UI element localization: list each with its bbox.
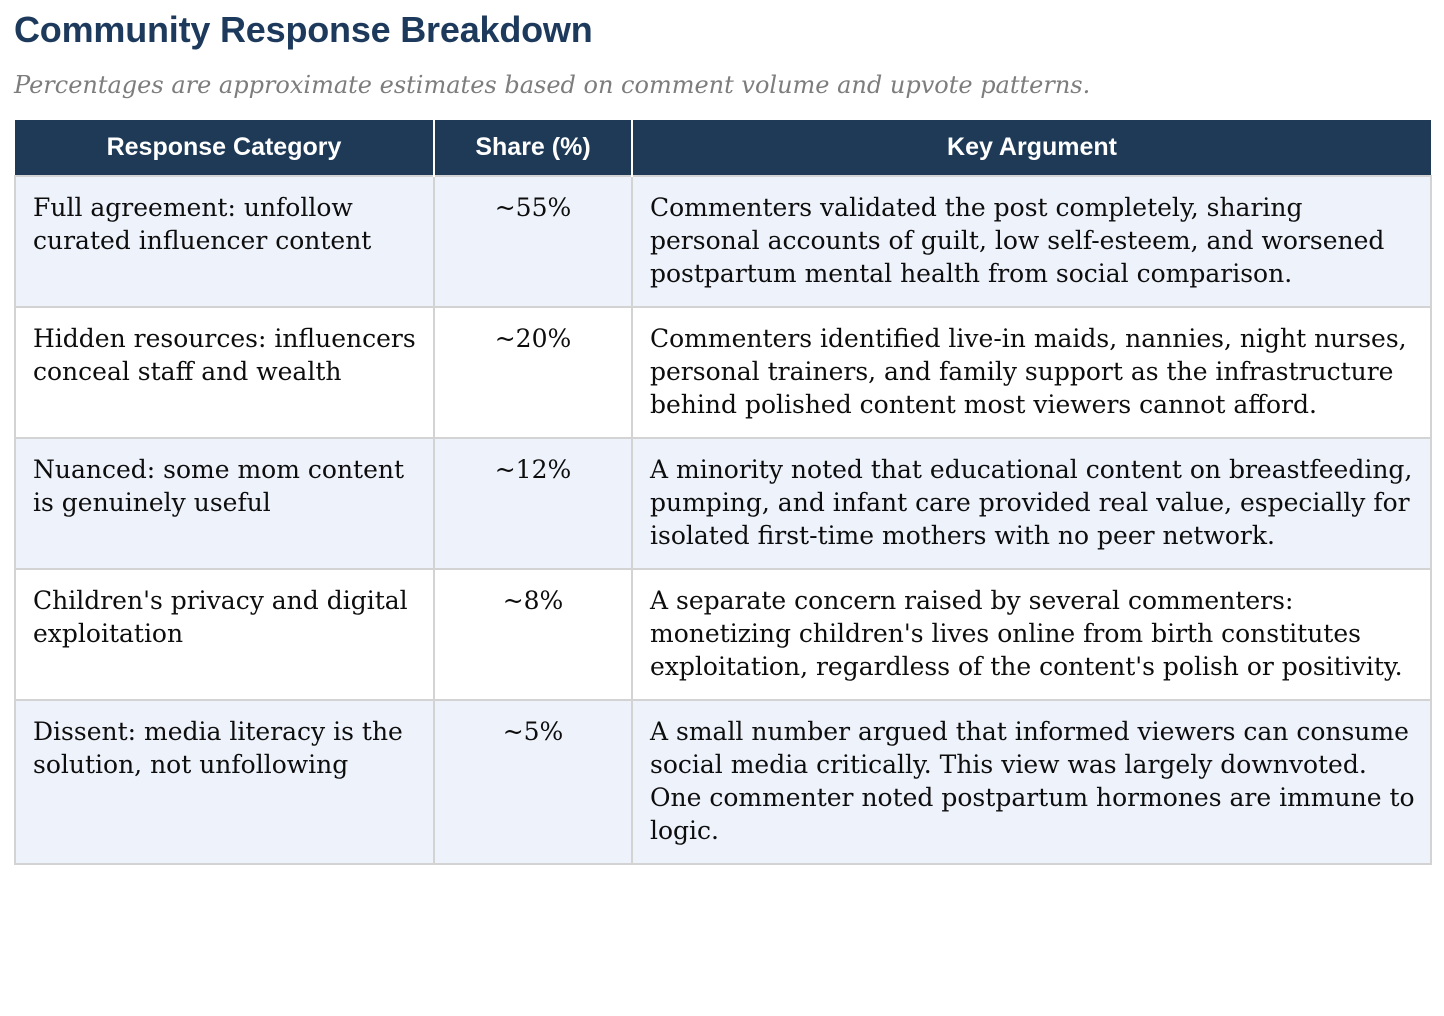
table-body: Full agreement: unfollow curated influen… — [14, 175, 1432, 865]
share-cell: ~55% — [433, 175, 633, 308]
share-cell: ~8% — [433, 568, 633, 701]
table-row: Hidden resources: influencers conceal st… — [14, 306, 1432, 439]
argument-cell: Commenters validated the post completely… — [631, 175, 1432, 308]
column-header-key-argument: Key Argument — [631, 120, 1431, 176]
column-header-share: Share (%) — [433, 120, 632, 176]
category-cell: Hidden resources: influencers conceal st… — [14, 306, 435, 439]
table-row: Dissent: media literacy is the solution,… — [14, 699, 1432, 865]
column-header-response-category: Response Category — [15, 120, 434, 176]
share-cell: ~20% — [433, 306, 633, 439]
table-row: Children's privacy and digital exploitat… — [14, 568, 1432, 701]
argument-cell: A small number argued that informed view… — [631, 699, 1432, 865]
argument-cell: Commenters identified live-in maids, nan… — [631, 306, 1432, 439]
category-cell: Children's privacy and digital exploitat… — [14, 568, 435, 701]
share-cell: ~12% — [433, 437, 633, 570]
category-cell: Dissent: media literacy is the solution,… — [14, 699, 435, 865]
table-header-row: Response Category Share (%) Key Argument — [15, 120, 1431, 176]
table-row: Full agreement: unfollow curated influen… — [14, 175, 1432, 308]
category-cell: Full agreement: unfollow curated influen… — [14, 175, 435, 308]
share-cell: ~5% — [433, 699, 633, 865]
community-response-table: Response Category Share (%) Key Argument… — [14, 120, 1432, 865]
argument-cell: A minority noted that educational conten… — [631, 437, 1432, 570]
table-row: Nuanced: some mom content is genuinely u… — [14, 437, 1432, 570]
argument-cell: A separate concern raised by several com… — [631, 568, 1432, 701]
page-subtitle: Percentages are approximate estimates ba… — [14, 71, 1091, 99]
category-cell: Nuanced: some mom content is genuinely u… — [14, 437, 435, 570]
page-title: Community Response Breakdown — [14, 9, 593, 50]
